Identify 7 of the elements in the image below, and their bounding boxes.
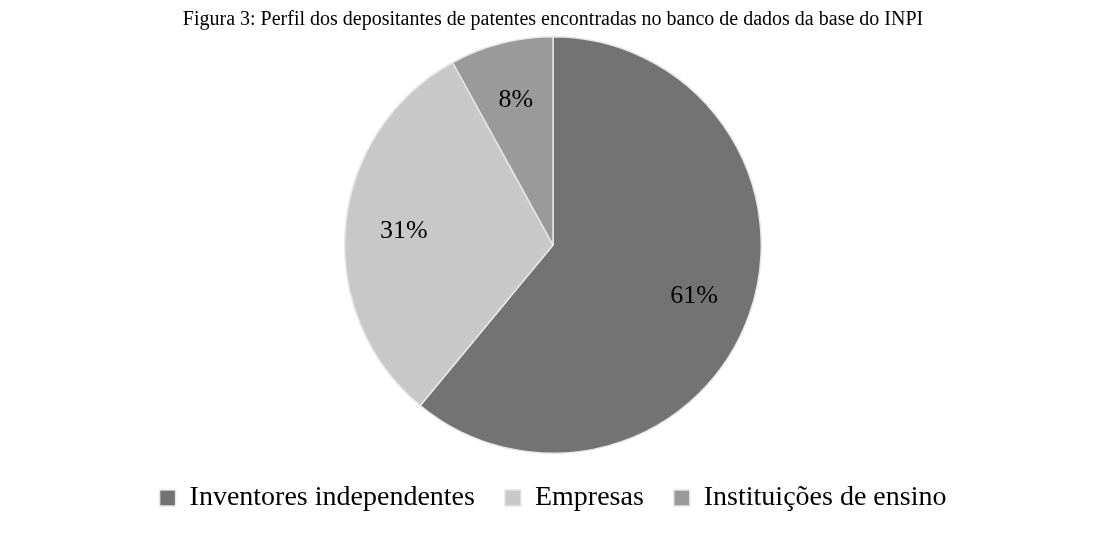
chart-title: Figura 3: Perfil dos depositantes de patentes encontradas no banco de dados da base do INPI (182, 7, 924, 31)
legend-label: Empresas (534, 480, 644, 512)
data-label: 8% (498, 83, 534, 113)
legend-label: Inventores independentes (189, 480, 475, 512)
legend-label: Instituições de ensino (703, 480, 947, 512)
data-label: 31% (379, 214, 428, 244)
data-label: 61% (670, 279, 718, 309)
